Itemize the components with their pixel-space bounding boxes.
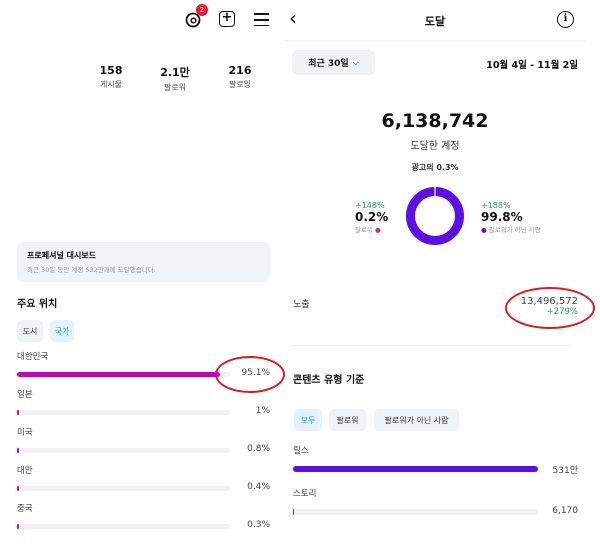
location-bar-fill (17, 486, 19, 491)
location-bar (17, 448, 230, 453)
chevron-left-icon: ‹ (289, 6, 297, 30)
threads-button[interactable]: 2 (184, 4, 208, 30)
stat-following[interactable]: 216 팔로잉 (228, 64, 252, 89)
tab-followers[interactable]: 팔로워 (329, 409, 366, 431)
location-bar (17, 372, 230, 377)
professional-dashboard-card[interactable]: 프로페셔널 대시보드 최근 30일 동안 계정 532만개에 도달했습니다. (17, 242, 270, 282)
location-label: 일본 (17, 390, 33, 400)
content-type-value: 531만 (552, 466, 578, 476)
profile-panel: 2 + 158 게시물 2.1만 팔로워 216 팔로잉 프로페셔널 대시보드 최근 … (0, 0, 285, 554)
reach-total: 6,138,742 (381, 110, 489, 132)
tab-country[interactable]: 국가 (50, 320, 74, 342)
content-type-bar (293, 466, 538, 472)
reach-total-label: 도달한 계정 (410, 141, 460, 152)
content-type-bar-fill (293, 509, 294, 515)
dashboard-subtitle: 최근 30일 동안 계정 532만개에 도달했습니다. (27, 266, 156, 274)
location-bar-fill (17, 448, 19, 453)
hamburger-icon (254, 13, 269, 27)
location-value: 1% (255, 406, 270, 416)
location-value: 95.1% (241, 368, 270, 378)
divider (293, 345, 570, 346)
stat-followers[interactable]: 2.1만 팔로워 (160, 66, 190, 92)
reach-donut-chart (406, 187, 464, 245)
tab-non-followers[interactable]: 팔로워가 아닌 사람 (374, 409, 459, 431)
location-label: 대한민국 (17, 352, 49, 362)
chevron-down-icon: ⌵ (352, 57, 359, 67)
reach-panel: ‹ 도달 i 최근 30일 ⌵ 10월 4일 - 11월 2일 6,138,742… (285, 0, 600, 554)
content-type-label: 릴스 (293, 446, 309, 456)
location-bar (17, 410, 230, 415)
highlight-annotation (505, 287, 595, 329)
threads-icon (185, 12, 201, 28)
content-type-bar-fill (293, 466, 538, 472)
content-type-bar (293, 509, 538, 515)
location-value: 0.3% (247, 520, 270, 530)
non-followers-stat: +188% 99.8% ● 팔로워가 아닌 사람 (481, 201, 541, 234)
location-label: 미국 (17, 428, 33, 438)
back-button[interactable]: ‹ (289, 8, 297, 28)
location-value: 0.8% (247, 444, 270, 454)
period-dropdown[interactable]: 최근 30일 ⌵ (292, 50, 375, 75)
plus-icon: + (221, 10, 233, 25)
stat-posts[interactable]: 158 게시물 (99, 64, 123, 89)
legend-dot: ● (375, 226, 381, 234)
location-bar-fill (17, 524, 19, 529)
tab-city[interactable]: 도시 (17, 320, 43, 342)
location-bar-fill (17, 372, 220, 377)
content-type-title: 콘텐츠 유형 기준 (293, 375, 365, 386)
location-bar-fill (17, 410, 20, 415)
divider (285, 40, 585, 41)
page-title: 도달 (424, 15, 446, 28)
tab-all[interactable]: 모두 (294, 409, 322, 431)
top-locations-title: 주요 위치 (17, 299, 58, 310)
menu-button[interactable] (254, 13, 269, 27)
location-label: 대만 (17, 466, 33, 476)
donut-segment-non-followers (406, 187, 464, 245)
location-bar (17, 524, 230, 529)
ads-note: 광고의 0.3% (411, 163, 459, 172)
notification-badge: 2 (196, 4, 208, 16)
location-label: 중국 (17, 504, 33, 514)
content-type-value: 6,170 (552, 506, 578, 516)
create-post-button[interactable]: + (219, 11, 235, 27)
legend-dot: ● (481, 226, 487, 234)
content-type-label: 스토리 (293, 489, 317, 499)
info-icon: i (563, 13, 568, 24)
info-button[interactable]: i (557, 11, 574, 28)
dashboard-title: 프로페셔널 대시보드 (27, 251, 97, 260)
location-value: 0.4% (247, 482, 270, 492)
location-bar (17, 486, 230, 491)
followers-stat: +148% 0.2% 팔로워 ● (355, 201, 389, 234)
impressions-label: 노출 (293, 300, 310, 310)
date-range: 10월 4일 - 11월 2일 (486, 60, 578, 71)
